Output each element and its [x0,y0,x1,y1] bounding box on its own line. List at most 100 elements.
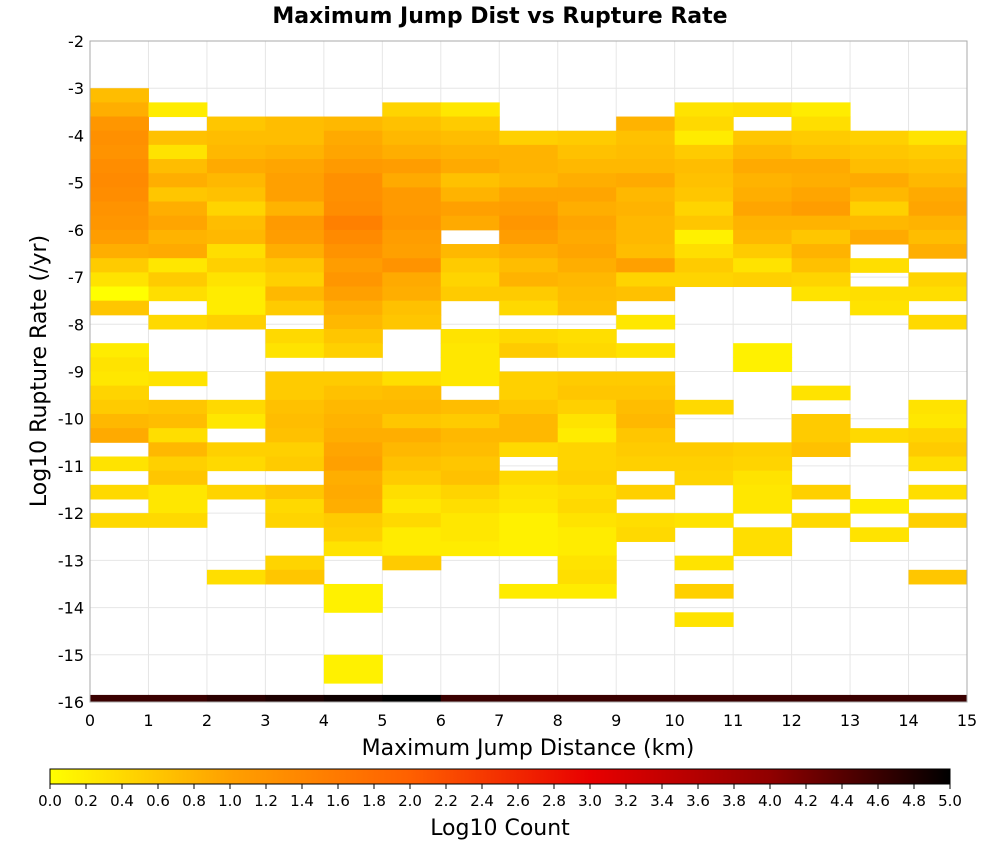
colorbar-tick-label: 3.6 [686,792,710,810]
heatmap-cell [323,286,383,302]
heatmap-cell [733,442,793,457]
heatmap-cell [440,329,500,344]
y-tick-label: -4 [68,126,84,145]
heatmap-cell [674,116,734,132]
heatmap-cell [616,215,676,231]
colorbar-tick-label: 0.4 [110,792,134,810]
plot-frame [89,40,968,703]
strip-cell [148,694,208,702]
heatmap-cell [148,470,208,486]
colorbar-tick-label: 1.0 [218,792,242,810]
heatmap-cell [733,258,793,273]
heatmap-cell [323,229,383,245]
heatmap-cell [499,244,559,259]
heatmap-cell [674,187,734,203]
heatmap-cell [148,498,208,514]
heatmap-cell [206,456,266,472]
heatmap-cell [908,215,968,231]
heatmap-cell [674,456,734,472]
heatmap-cell [850,144,910,160]
y-tick-label: -12 [58,504,84,523]
heatmap-cell [499,286,559,302]
heatmap-cell [791,229,851,245]
heatmap-cell [265,159,325,174]
heatmap-cell [206,569,266,585]
heatmap-cell [791,442,851,457]
colorbar-tick-label: 2.8 [542,792,566,810]
heatmap-cell [206,300,266,316]
heatmap-cell [733,159,793,174]
heatmap-cell [908,244,968,259]
heatmap-cell [323,470,383,486]
colorbar-tick-label: 3.0 [578,792,602,810]
heatmap-cell [499,442,559,457]
heatmap-cell [382,399,442,415]
colorbar-tick-label: 3.8 [722,792,746,810]
heatmap-cell [206,442,266,457]
heatmap-cell [557,159,617,174]
heatmap-cell [90,88,149,103]
heatmap-cell [674,555,734,571]
heatmap-cell [265,343,325,358]
heatmap-cell [674,229,734,245]
strip-cell [440,694,500,702]
heatmap-cell [908,187,968,203]
heatmap-cell [323,215,383,231]
heatmap-cell [90,187,149,203]
heatmap-cell [382,371,442,387]
heatmap-cell [265,229,325,245]
heatmap-cell [265,555,325,571]
heatmap-cell [557,399,617,415]
strip-cell [206,694,266,702]
colorbar [49,768,951,785]
x-axis-label: Maximum Jump Distance (km) [362,736,695,761]
heatmap-cell [148,244,208,259]
heatmap-cell [616,130,676,146]
heatmap-cell [674,130,734,146]
heatmap-cell [323,399,383,415]
heatmap-cell [557,229,617,245]
heatmap-cell [557,187,617,203]
y-tick-label: -2 [68,32,84,51]
colorbar-tick-label: 1.6 [326,792,350,810]
heatmap-cell [908,130,968,146]
heatmap-cell [382,442,442,457]
heatmap-cell [557,541,617,557]
heatmap-cell [908,272,968,288]
heatmap-cell [265,385,325,401]
heatmap-cell [850,527,910,542]
heatmap-cell [616,201,676,217]
heatmap-cell [733,144,793,160]
heatmap-cell [323,498,383,514]
heatmap-cell [323,300,383,316]
heatmap-cell [850,300,910,316]
heatmap-cell [850,159,910,174]
heatmap-cell [557,385,617,401]
heatmap-cell [90,201,149,217]
heatmap-cell [557,498,617,514]
heatmap-cell [323,413,383,429]
heatmap-cell [908,428,968,443]
heatmap-cell [382,555,442,571]
colorbar-tick-label: 0.0 [38,792,62,810]
heatmap-cell [557,527,617,542]
colorbar-label: Log10 Count [430,816,570,841]
heatmap-cell [557,470,617,486]
heatmap-cell [674,144,734,160]
heatmap-cell [499,484,559,500]
heatmap-cell [616,144,676,160]
heatmap-cell [206,187,266,203]
heatmap-cell [440,428,500,443]
y-tick-label: -9 [68,363,84,382]
heatmap-cell [323,201,383,217]
heatmap-cell [148,314,208,330]
heatmap-cell [148,428,208,443]
heatmap-cell [382,173,442,188]
heatmap-cell [440,130,500,146]
strip-cell [908,694,968,702]
heatmap-cell [557,428,617,443]
heatmap-cell [148,413,208,429]
heatmap-cell [265,258,325,273]
heatmap-cell [323,654,383,670]
